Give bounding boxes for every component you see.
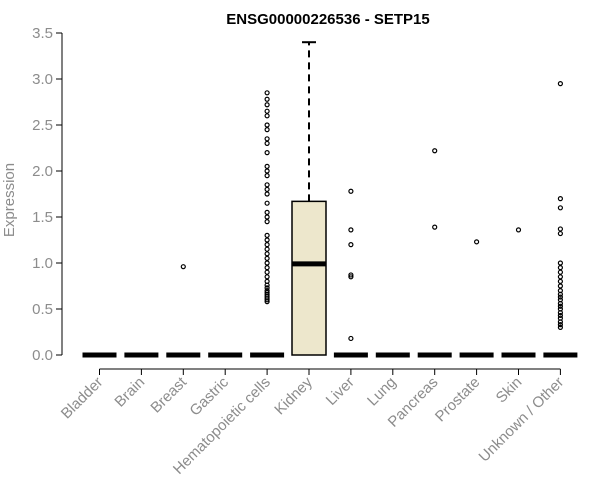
outlier-point [557,230,564,237]
boxes [82,41,578,358]
outlier-point [264,182,270,188]
outlier-point [557,283,564,289]
outlier-point [264,214,270,220]
box-kidney [291,41,327,356]
y-tick-label: 1.0 [32,255,53,272]
outlier-point [264,260,270,266]
outlier-point [180,264,186,270]
outlier-point [264,173,270,179]
outlier-point [557,269,564,275]
outlier-point [264,191,270,197]
y-axis: 0.0 0.5 1.0 1.5 2.0 2.5 3.0 3.5 [32,25,63,364]
x-tick-label: Prostate [432,374,484,426]
x-tick-label: Liver [323,374,358,409]
outlier-point [264,163,270,169]
outlier-point [557,265,564,271]
box-pancreas [417,148,452,358]
outlier-point [264,113,270,119]
outlier-point [557,80,564,87]
outlier-point [264,136,270,142]
x-tick-label: Bladder [58,374,107,423]
outlier-point [557,205,564,211]
outlier-point [264,246,270,252]
outlier-point [264,242,270,248]
y-tick-label: 0.5 [32,301,53,318]
outlier-point [348,274,354,280]
x-tick-label: Kidney [271,373,316,418]
outlier-point [264,122,270,128]
outlier-point [557,196,564,202]
y-tick-label: 2.5 [32,117,53,134]
y-tick-label: 3.0 [32,71,53,88]
outlier-point [557,312,564,319]
outlier-point [264,200,270,206]
outlier-point [264,255,270,261]
outlier-point [348,227,354,233]
y-tick-label: 1.5 [32,209,53,226]
outlier-point [557,324,564,330]
outlier-point [348,335,354,342]
outlier-point [348,272,354,278]
box-skin [501,227,536,358]
outlier-point [264,90,270,96]
outlier-point [264,96,270,102]
outlier-point [264,251,270,257]
box-hematopoietic-cells [250,90,285,358]
outlier-point [557,288,564,294]
outlier-point [264,219,270,225]
box-body [291,200,327,356]
outlier-point [557,303,564,309]
outlier-point [264,127,270,133]
outlier-point [557,297,564,303]
box-unknown-other [543,80,578,358]
x-tick-label: Lung [364,374,400,410]
outlier-point [348,242,354,248]
outlier-point [432,224,438,230]
y-tick-label: 3.5 [32,25,53,42]
outlier-point [264,285,270,291]
outlier-point [432,148,438,154]
x-tick-label: Breast [147,373,190,416]
outlier-point [264,150,270,156]
outlier-point [264,265,270,271]
outlier-point [515,227,522,233]
outlier-point [264,232,270,238]
outlier-point [264,274,270,280]
outlier-point [557,260,564,266]
outlier-point [557,278,564,284]
box-liver [333,188,368,358]
outlier-point [264,186,270,192]
y-tick-label: 2.0 [32,163,53,180]
outlier-point [264,102,270,108]
outlier-point [264,140,270,146]
outlier-point [348,188,354,194]
box-breast [166,264,201,358]
outlier-point [557,226,564,232]
outlier-point [557,315,564,321]
outlier-point [557,322,564,328]
y-axis-label: Expression [1,163,18,237]
outlier-point [264,288,270,294]
outlier-point [557,306,564,312]
outlier-point [264,269,270,275]
chart-title: ENSG00000226536 - SETP15 [226,11,429,28]
x-tick-label: Brain [111,374,148,411]
outlier-point [264,168,270,174]
outlier-point [264,289,270,296]
box-prostate [459,239,494,358]
outlier-point [474,239,480,245]
outlier-point [264,237,270,243]
y-tick-label: 0.0 [32,347,53,364]
outlier-point [557,294,564,300]
outlier-point [264,209,270,215]
outlier-point [557,274,564,280]
x-tick-label: Skin [493,374,526,407]
outlier-point [264,108,270,114]
outlier-point [264,278,270,284]
